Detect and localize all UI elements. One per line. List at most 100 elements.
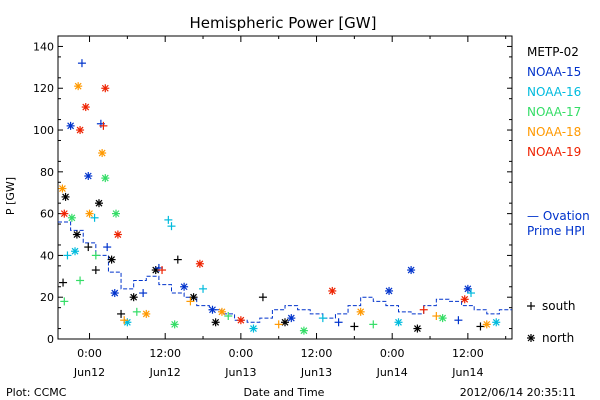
data-point-plus xyxy=(467,289,476,298)
data-point-star xyxy=(438,314,447,323)
ovation-step-path xyxy=(58,221,512,323)
legend-series-label: NOAA-19 xyxy=(527,145,581,159)
x-tick-date: Jun14 xyxy=(451,366,483,379)
data-point-plus xyxy=(99,121,108,130)
data-point-star xyxy=(385,286,394,295)
x-axis-ticks: 0:00 Jun12 12:00 Jun12 0:00 Jun13 12:00 Jun13 0:… xyxy=(73,36,507,379)
legend-ovation-label-2: Prime HPI xyxy=(527,224,585,238)
marker-stroke xyxy=(68,214,76,222)
data-point-star xyxy=(107,255,116,264)
data-point-plus xyxy=(186,297,195,306)
x-tick-date: Jun12 xyxy=(73,366,105,379)
x-tick-time: 12:00 xyxy=(452,347,484,360)
data-point-plus xyxy=(224,312,233,321)
data-point-star xyxy=(195,259,204,268)
data-point-star xyxy=(71,247,80,256)
marker-stroke xyxy=(218,308,226,316)
data-point-star xyxy=(299,326,308,335)
x-tick-time: 0:00 xyxy=(229,347,254,360)
data-point-star xyxy=(249,324,258,333)
data-point-star xyxy=(61,192,70,201)
y-tick-label: 40 xyxy=(40,249,54,262)
ovation-prime-hpi-line xyxy=(58,221,512,323)
marker-stroke xyxy=(281,318,289,326)
data-point-plus xyxy=(173,255,182,264)
marker-stroke xyxy=(86,210,93,218)
data-point-plus xyxy=(199,284,208,293)
marker-stroke xyxy=(67,122,75,130)
marker-stroke xyxy=(300,327,308,335)
data-point-plus xyxy=(91,251,100,260)
chart-title: Hemispheric Power [GW] xyxy=(190,14,377,32)
marker-stroke xyxy=(250,325,257,332)
x-tick-time: 12:00 xyxy=(301,347,333,360)
marker-stroke xyxy=(142,310,150,318)
marker-stroke xyxy=(395,318,402,326)
y-tick-label: 60 xyxy=(40,208,54,221)
data-point-plus xyxy=(432,312,441,321)
y-tick-label: 20 xyxy=(40,291,54,304)
data-point-plus xyxy=(164,215,173,224)
plot-frame xyxy=(57,35,513,340)
data-point-plus xyxy=(258,293,267,302)
data-point-plus xyxy=(139,289,148,298)
y-tick-label: 100 xyxy=(33,124,54,137)
marker-stroke xyxy=(190,293,197,301)
legend-series-label: NOAA-18 xyxy=(527,125,581,139)
marker-stroke xyxy=(62,193,69,201)
x-tick-time: 0:00 xyxy=(77,347,102,360)
plot-timestamp: 2012/06/14 20:35:11 xyxy=(460,386,576,399)
data-point-star xyxy=(287,314,296,323)
y-axis-ticks: 0 20 40 60 80 100 120 140 xyxy=(33,40,512,346)
data-point-star xyxy=(463,284,472,293)
data-point-star xyxy=(407,266,416,275)
marker-stroke xyxy=(58,185,66,192)
legend-series-label: METP-02 xyxy=(527,45,579,59)
data-point-star xyxy=(101,84,110,93)
data-point-star xyxy=(67,213,76,222)
data-point-star xyxy=(281,318,289,327)
legend-series-label: NOAA-16 xyxy=(527,85,581,99)
data-point-star xyxy=(66,121,75,130)
marker-stroke xyxy=(287,314,295,322)
data-point-star xyxy=(60,209,69,218)
marker-stroke xyxy=(461,295,469,303)
data-point-star xyxy=(170,320,179,329)
marker-stroke xyxy=(111,289,119,297)
marker-stroke xyxy=(123,318,131,326)
x-tick-date: Jun14 xyxy=(376,366,408,379)
data-point-star xyxy=(180,282,189,291)
data-point-plus xyxy=(454,316,463,325)
data-point-star xyxy=(85,209,94,218)
legend-south-label: south xyxy=(542,299,576,313)
data-point-star xyxy=(217,307,226,316)
x-tick-date: Jun13 xyxy=(300,366,332,379)
marker-stroke xyxy=(95,199,103,207)
data-point-star xyxy=(211,318,220,327)
data-point-star xyxy=(94,199,103,208)
data-point-plus xyxy=(274,320,283,329)
data-point-plus xyxy=(350,322,359,331)
y-axis-label: P [GW] xyxy=(4,177,17,215)
marker-stroke xyxy=(413,325,421,332)
marker-stroke xyxy=(439,314,447,322)
marker-stroke xyxy=(527,334,535,342)
marker-stroke xyxy=(483,320,491,328)
x-tick-date: Jun13 xyxy=(224,366,256,379)
legend-series-label: NOAA-17 xyxy=(527,105,581,119)
x-tick-time: 0:00 xyxy=(380,347,405,360)
marker-stroke xyxy=(76,126,84,134)
data-point-star xyxy=(76,126,85,135)
data-point-plus xyxy=(167,222,176,231)
data-point-star xyxy=(84,172,93,181)
data-point-star xyxy=(98,149,107,158)
marker-stroke xyxy=(464,285,472,293)
data-point-star xyxy=(328,286,337,295)
marker-stroke xyxy=(357,308,365,316)
marker-stroke xyxy=(385,287,393,295)
data-point-star xyxy=(129,293,138,302)
marker-stroke xyxy=(130,293,138,301)
data-points xyxy=(58,59,501,335)
marker-stroke xyxy=(407,266,415,274)
data-point-star xyxy=(142,309,151,318)
